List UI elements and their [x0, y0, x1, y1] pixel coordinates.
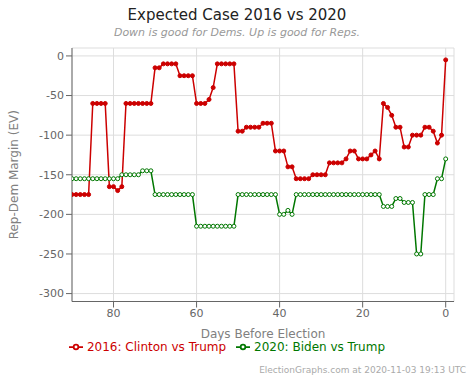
svg-text:-250: -250 [39, 248, 64, 261]
html-text:ElectionGraphs.com at 2020-11-: ElectionGraphs.com at 2020-11-03 19:13 U… [259, 365, 466, 375]
svg-text:-50: -50 [46, 89, 64, 102]
svg-text:0: 0 [57, 50, 64, 63]
svg-text:-200: -200 [39, 208, 64, 221]
svg-text:Days Before Election: Days Before Election [201, 327, 326, 341]
svg-text:40: 40 [273, 307, 287, 320]
svg-text:80: 80 [107, 307, 121, 320]
html-text:2016: Clinton vs Trump: 2016: Clinton vs Trump [87, 339, 227, 354]
svg-text:-300: -300 [39, 287, 64, 300]
html-text:Expected Case 2016 vs 2020: Expected Case 2016 vs 2020 [127, 6, 347, 24]
svg-text:Rep-Dem Margin (EV): Rep-Dem Margin (EV) [8, 110, 21, 239]
svg-text:-100: -100 [39, 129, 64, 142]
svg-text:0: 0 [442, 307, 449, 320]
svg-text:-150: -150 [39, 169, 64, 182]
svg-text:20: 20 [356, 307, 370, 320]
html-text:Down is good for Dems. Up is g: Down is good for Dems. Up is good for Re… [113, 26, 361, 39]
svg-text:60: 60 [190, 307, 204, 320]
html-text:2020: Biden vs Trump: 2020: Biden vs Trump [254, 339, 385, 354]
